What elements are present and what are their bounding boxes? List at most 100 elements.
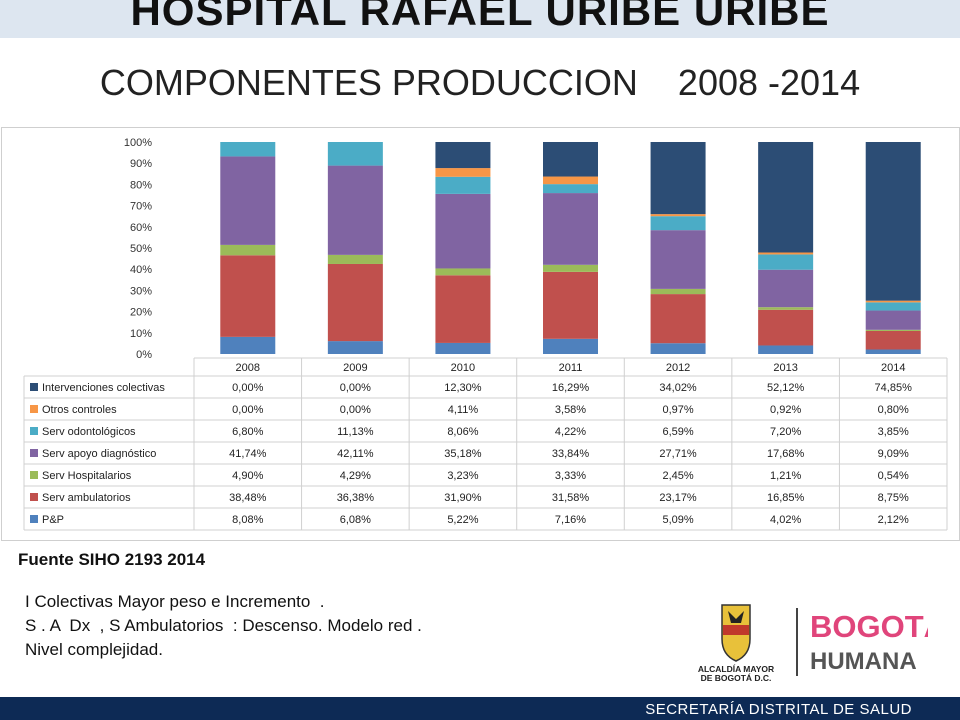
bar-segment bbox=[435, 268, 491, 276]
bar-segment bbox=[543, 193, 598, 265]
data-table-value: 42,11% bbox=[337, 448, 374, 460]
bar-segment bbox=[543, 176, 598, 185]
footer-text: SECRETARÍA DISTRITAL DE SALUD bbox=[645, 701, 912, 718]
stacked-bar-chart: 0% 10% 20% 30% 40% 50% 60% 70% 80% 90% 100% 2008 200… bbox=[23, 137, 948, 531]
y-tick-label: 50% bbox=[130, 243, 152, 255]
data-table-value: 9,09% bbox=[878, 448, 909, 460]
data-table-value: 16,85% bbox=[767, 492, 805, 504]
title-banner: HOSPITAL RAFAEL URIBE URIBE bbox=[0, 0, 960, 40]
bar-segment bbox=[865, 300, 921, 303]
bar-segment bbox=[650, 230, 706, 289]
data-table-value: 1,21% bbox=[770, 470, 801, 482]
data-table-value: 2,12% bbox=[878, 514, 909, 526]
bar-segment bbox=[543, 142, 598, 177]
bar-segment bbox=[220, 244, 276, 256]
data-table-value: 38,48% bbox=[229, 492, 267, 504]
y-tick-label: 40% bbox=[130, 264, 152, 276]
data-table-value: 4,11% bbox=[448, 404, 479, 416]
data-table-value: 0,00% bbox=[232, 404, 263, 416]
data-table-value: 4,29% bbox=[340, 470, 371, 482]
bogota-line2: HUMANA bbox=[810, 648, 917, 675]
notes-block: I Colectivas Mayor peso e Incremento . S… bbox=[25, 590, 422, 662]
bar-segment bbox=[435, 168, 491, 177]
legend-swatch bbox=[30, 471, 38, 479]
data-table-value: 0,92% bbox=[770, 404, 801, 416]
eagle-icon bbox=[728, 611, 744, 623]
data-table-value: 27,71% bbox=[659, 448, 697, 460]
legend-entry: Serv odontológicos bbox=[42, 426, 136, 438]
bar-segment bbox=[865, 329, 921, 331]
footer-bar: SECRETARÍA DISTRITAL DE SALUD bbox=[0, 697, 960, 720]
data-table-value: 34,02% bbox=[659, 382, 697, 394]
logo-separator bbox=[796, 608, 798, 676]
data-table-value: 8,08% bbox=[232, 514, 263, 526]
bar-segment bbox=[758, 345, 814, 354]
data-table-value: 7,20% bbox=[770, 426, 801, 438]
data-table-value: 17,68% bbox=[767, 448, 805, 460]
chart-container: 0% 10% 20% 30% 40% 50% 60% 70% 80% 90% 100% 2008 200… bbox=[1, 127, 960, 541]
note-line: S . A Dx , S Ambulatorios : Descenso. Mo… bbox=[25, 616, 422, 635]
legend-swatch bbox=[30, 405, 38, 413]
data-table-value: 7,16% bbox=[555, 514, 586, 526]
legend-swatch bbox=[30, 515, 38, 523]
data-table-value: 0,00% bbox=[340, 382, 371, 394]
data-table-value: 12,30% bbox=[444, 382, 482, 394]
bar-segment bbox=[435, 142, 491, 169]
bar-segment bbox=[650, 214, 706, 217]
x-category-label: 2013 bbox=[773, 362, 797, 374]
data-table-value: 5,09% bbox=[662, 514, 693, 526]
legend-entry: Serv Hospitalarios bbox=[42, 470, 132, 482]
data-table-value: 41,74% bbox=[229, 448, 267, 460]
data-table-value: 35,18% bbox=[444, 448, 482, 460]
data-table-value: 0,00% bbox=[340, 404, 371, 416]
data-table-value: 31,90% bbox=[444, 492, 482, 504]
data-table-value: 33,84% bbox=[552, 448, 590, 460]
data-table-value: 2,45% bbox=[662, 470, 693, 482]
note-line: I Colectivas Mayor peso e Incremento . bbox=[25, 592, 325, 611]
data-table-value: 16,29% bbox=[552, 382, 590, 394]
bar-segment bbox=[220, 156, 276, 245]
bar-segment bbox=[435, 176, 491, 194]
y-tick-label: 10% bbox=[130, 328, 152, 340]
legend-entry: P&P bbox=[42, 514, 64, 526]
bar-segment bbox=[650, 343, 706, 354]
data-table-value: 4,22% bbox=[555, 426, 586, 438]
data-table-value: 8,06% bbox=[447, 426, 478, 438]
legend-swatch bbox=[30, 493, 38, 501]
data-table-value: 4,02% bbox=[770, 514, 801, 526]
bar-segment bbox=[865, 142, 921, 301]
bar-segment bbox=[543, 264, 598, 272]
source-note: Fuente SIHO 2193 2014 bbox=[18, 550, 206, 569]
data-table-value: 3,85% bbox=[878, 426, 909, 438]
y-tick-label: 30% bbox=[130, 285, 152, 297]
x-category-label: 2009 bbox=[343, 362, 367, 374]
data-table-value: 11,13% bbox=[337, 426, 374, 438]
x-category-label: 2010 bbox=[451, 362, 475, 374]
alcaldia-logo: ALCALDÍA MAYOR DE BOGOTÁ D.C. bbox=[698, 604, 774, 683]
x-category-label: 2012 bbox=[666, 362, 690, 374]
alcaldia-line2: DE BOGOTÁ D.C. bbox=[701, 673, 772, 683]
bar-segment bbox=[865, 310, 921, 330]
legend-swatch bbox=[30, 427, 38, 435]
bar-segment bbox=[327, 165, 383, 255]
data-table-value: 8,75% bbox=[878, 492, 909, 504]
bar-segment bbox=[435, 193, 491, 269]
bar-segment bbox=[220, 255, 276, 337]
y-tick-label: 20% bbox=[130, 307, 152, 319]
bar-segment bbox=[650, 216, 706, 231]
data-table-value: 0,00% bbox=[232, 382, 263, 394]
shield-band bbox=[723, 625, 749, 635]
bar-segment bbox=[650, 294, 706, 344]
legend-entry: Intervenciones colectivas bbox=[42, 382, 165, 394]
data-table-value: 5,22% bbox=[447, 514, 478, 526]
bar-segment bbox=[220, 142, 276, 157]
bogota-line1: BOGOTÁ bbox=[810, 609, 928, 644]
y-tick-label: 0% bbox=[136, 349, 152, 361]
data-table-value: 0,54% bbox=[878, 470, 909, 482]
title-band bbox=[0, 0, 960, 38]
data-table-value: 3,58% bbox=[555, 404, 586, 416]
data-table-value: 6,59% bbox=[662, 426, 693, 438]
data-table-value: 0,97% bbox=[662, 404, 693, 416]
bar-segment bbox=[435, 342, 491, 354]
data-table-value: 0,80% bbox=[878, 404, 909, 416]
